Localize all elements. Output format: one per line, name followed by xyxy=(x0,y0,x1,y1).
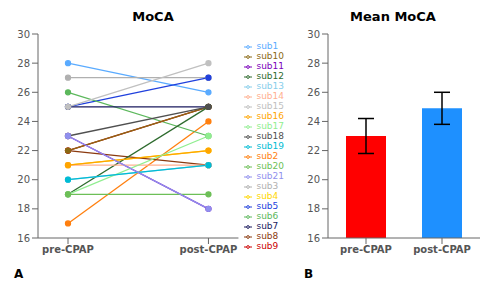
html-text:sub13: sub13 xyxy=(256,81,284,91)
svg-text:26: 26 xyxy=(307,87,320,98)
svg-text:22: 22 xyxy=(17,145,30,156)
html-text:sub14: sub14 xyxy=(256,91,284,101)
svg-text:30: 30 xyxy=(17,29,30,40)
html-text:Mean MoCA: Mean MoCA xyxy=(350,9,436,24)
html-text:MoCA: MoCA xyxy=(132,9,174,24)
svg-text:24: 24 xyxy=(17,116,30,127)
html-text:sub5: sub5 xyxy=(256,201,279,211)
svg-text:18: 18 xyxy=(17,203,30,214)
svg-text:24: 24 xyxy=(307,116,320,127)
html-text:sub16: sub16 xyxy=(256,111,284,121)
svg-text:20: 20 xyxy=(17,174,30,185)
svg-text:16: 16 xyxy=(307,233,320,244)
html-text:sub1: sub1 xyxy=(256,41,279,51)
html-text:sub10: sub10 xyxy=(256,51,284,61)
svg-text:pre-CPAP: pre-CPAP xyxy=(340,244,392,255)
svg-text:28: 28 xyxy=(17,58,30,69)
html-text:sub18: sub18 xyxy=(256,131,284,141)
html-text:sub11: sub11 xyxy=(256,61,284,71)
svg-text:16: 16 xyxy=(17,233,30,244)
svg-text:20: 20 xyxy=(307,174,320,185)
html-text:sub6: sub6 xyxy=(256,211,279,221)
html-text:sub3: sub3 xyxy=(256,181,279,191)
html-text:sub17: sub17 xyxy=(256,121,284,131)
svg-text:post-CPAP: post-CPAP xyxy=(413,244,471,255)
html-text:B: B xyxy=(304,267,314,281)
svg-text:22: 22 xyxy=(307,145,320,156)
html-text:sub12: sub12 xyxy=(256,71,284,81)
html-text:sub19: sub19 xyxy=(256,141,284,151)
html-text:sub9: sub9 xyxy=(256,241,279,251)
html-text:sub20: sub20 xyxy=(256,161,284,171)
html-text:A: A xyxy=(14,267,24,281)
html-text:sub2: sub2 xyxy=(256,151,279,161)
html-text:sub21: sub21 xyxy=(256,171,284,181)
html-text:sub7: sub7 xyxy=(256,221,279,231)
svg-text:post-CPAP: post-CPAP xyxy=(180,244,238,255)
svg-text:30: 30 xyxy=(307,29,320,40)
html-text:sub4: sub4 xyxy=(256,191,279,201)
svg-text:26: 26 xyxy=(17,87,30,98)
svg-text:18: 18 xyxy=(307,203,320,214)
html-text:sub8: sub8 xyxy=(256,231,279,241)
svg-text:pre-CPAP: pre-CPAP xyxy=(42,244,94,255)
svg-text:28: 28 xyxy=(307,58,320,69)
html-text:sub15: sub15 xyxy=(256,101,284,111)
